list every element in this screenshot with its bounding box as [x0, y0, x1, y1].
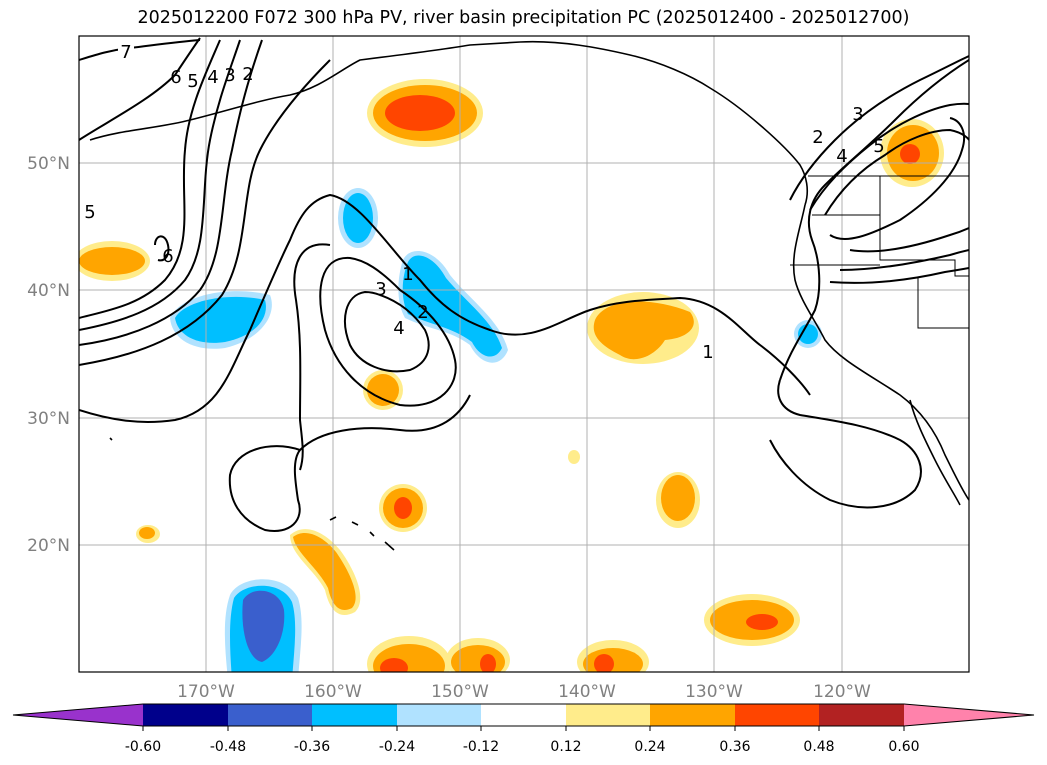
latitude-labels: 50°N 40°N 30°N 20°N	[27, 154, 70, 556]
colorbar-tick-label: 0.48	[803, 739, 834, 755]
contour-label: 1	[702, 342, 713, 363]
coastlines	[89, 40, 969, 551]
colorbar-segment	[228, 704, 312, 726]
graticule	[79, 36, 969, 672]
map-title: 2025012200 F072 300 hPa PV, river basin …	[137, 8, 910, 28]
lat-tick-label: 50°N	[27, 154, 70, 174]
colorbar-segment	[143, 704, 228, 726]
contour-label: 4	[393, 318, 404, 339]
lat-tick-label: 30°N	[27, 409, 70, 429]
colorbar-tick-label: -0.60	[125, 739, 161, 755]
contour-label: 5	[873, 136, 884, 157]
contour-label: 4	[207, 67, 218, 88]
lon-tick-label: 140°W	[558, 682, 616, 702]
colorbar-min-extend	[13, 704, 143, 726]
lat-tick-label: 20°N	[27, 536, 70, 556]
colorbar-segment	[397, 704, 481, 726]
lon-tick-label: 160°W	[304, 682, 362, 702]
map-area: 7 6 5 4 3 2 5 6 1 2 3 4 1 2 3 4 5	[79, 36, 969, 672]
contour-label: 5	[187, 71, 198, 92]
contour-label: 6	[170, 67, 181, 88]
colorbar-tick-label: -0.36	[294, 739, 330, 755]
colorbar-segment	[819, 704, 904, 726]
contour-labels: 7 6 5 4 3 2 5 6 1 2 3 4 1 2 3 4 5	[84, 40, 885, 363]
colorbar-max-extend	[904, 704, 1034, 726]
contour-label: 1	[402, 264, 413, 285]
colorbar-tick-label: -0.12	[463, 739, 499, 755]
lon-tick-label: 130°W	[685, 682, 743, 702]
contour-label: 2	[812, 127, 823, 148]
colorbar-segment	[566, 704, 650, 726]
colorbar: -0.60 -0.48 -0.36 -0.24 -0.12 0.12 0.24 …	[12, 703, 1035, 755]
contour-label: 7	[120, 42, 131, 63]
lon-tick-label: 120°W	[813, 682, 871, 702]
colorbar-segment	[481, 704, 566, 726]
pv-contours	[79, 37, 969, 532]
lat-tick-label: 40°N	[27, 281, 70, 301]
colorbar-segment	[735, 704, 819, 726]
lon-tick-label: 170°W	[177, 682, 235, 702]
contour-label: 4	[836, 146, 847, 167]
longitude-labels: 170°W 160°W 150°W 140°W 130°W 120°W	[177, 682, 871, 702]
contour-label: 3	[375, 279, 386, 300]
contour-label: 6	[162, 246, 173, 267]
map-frame	[78, 35, 970, 673]
colorbar-tick-label: 0.24	[634, 739, 665, 755]
contour-label: 3	[224, 65, 235, 86]
contour-label: 2	[417, 302, 428, 323]
colorbar-tick-label: -0.24	[379, 739, 415, 755]
lon-tick-label: 150°W	[431, 682, 489, 702]
colorbar-tick-label: -0.48	[210, 739, 246, 755]
colorbar-segment	[312, 704, 397, 726]
colorbar-tick-label: 0.12	[550, 739, 581, 755]
contour-label: 5	[84, 202, 95, 223]
colorbar-segment	[650, 704, 735, 726]
contour-label: 2	[242, 64, 253, 85]
colorbar-tick-label: 0.60	[888, 739, 919, 755]
colorbar-tick-label: 0.36	[719, 739, 750, 755]
contour-label: 3	[852, 104, 863, 125]
